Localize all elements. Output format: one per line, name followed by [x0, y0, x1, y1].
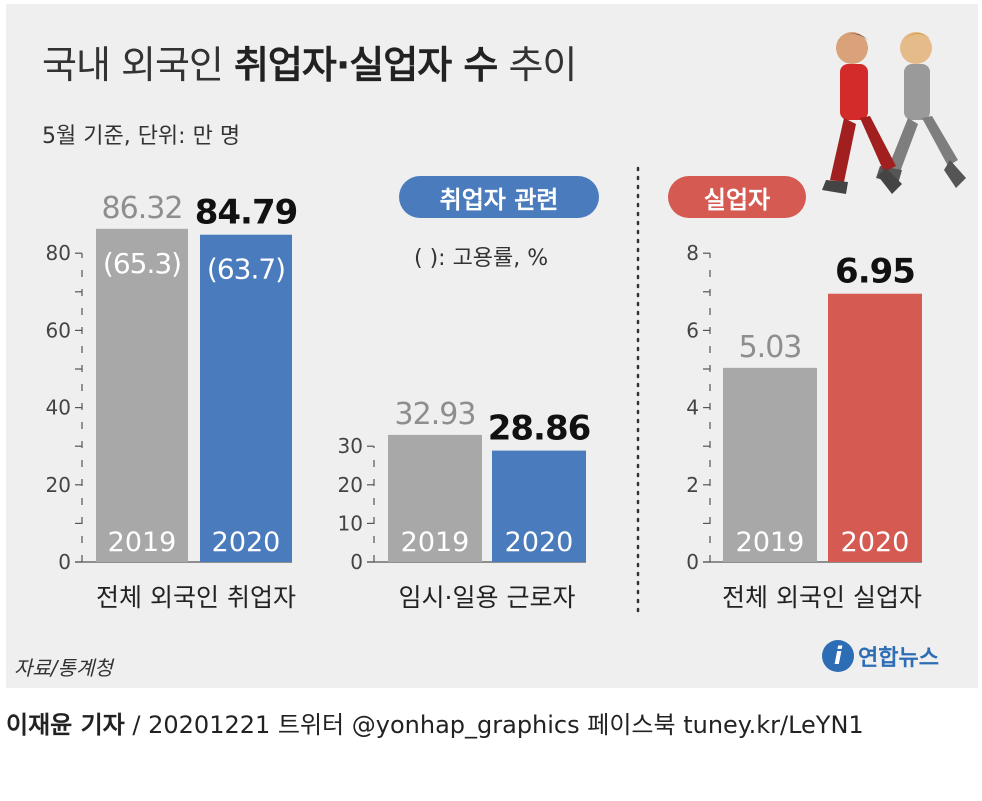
walking-people-illustration	[822, 32, 966, 194]
bar-category-label: 2020	[212, 527, 281, 558]
bar-2020	[828, 293, 922, 562]
y-tick-label: 0	[58, 550, 71, 574]
y-tick-label: 80	[46, 241, 71, 265]
credit-details: / 20201221 트위터 @yonhap_graphics 페이스북 tun…	[124, 711, 864, 739]
y-tick-label: 40	[46, 396, 71, 420]
subtitle: 5월 기준, 단위: 만 명	[42, 124, 241, 149]
unemployed-badge: 실업자	[668, 176, 806, 218]
logo-mark-icon: i	[822, 640, 854, 672]
bar-value-label: 6.95	[835, 252, 915, 292]
y-tick-label: 30	[338, 434, 363, 458]
yonhap-logo: i 연합뉴스	[822, 640, 939, 672]
employment-rate-note: ( ): 고용률, %	[414, 246, 549, 271]
y-tick-label: 20	[46, 473, 71, 497]
axes-layer: 0 20 40 60 80 0 10 20 30 0 2 4 6 8	[46, 241, 922, 574]
y-tick-label: 10	[338, 511, 363, 535]
y-tick-label: 20	[338, 473, 363, 497]
bars-layer	[96, 228, 922, 562]
bar-category-label: 2019	[401, 527, 470, 558]
bar-category-label: 2020	[505, 527, 574, 558]
title-part-1: 국내 외국인	[42, 43, 234, 87]
bar-category-label: 2019	[108, 527, 177, 558]
walker-red	[822, 32, 902, 194]
labels-layer: 전체 외국인 취업자201986.32(65.3)202084.79(63.7)…	[96, 191, 922, 612]
y-tick-label: 2	[686, 473, 699, 497]
y-tick-label: 60	[46, 318, 71, 342]
y-tick-label: 6	[686, 318, 699, 342]
x-axis-label: 임시·일용 근로자	[399, 583, 576, 612]
x-axis-label: 전체 외국인 실업자	[722, 583, 922, 612]
employment-rate-label: (65.3)	[103, 247, 181, 280]
employment-rate-label: (63.7)	[207, 253, 285, 286]
y-tick-label: 8	[686, 241, 699, 265]
bar-2019	[96, 228, 188, 562]
bar-value-label: 5.03	[739, 330, 802, 365]
bar-value-label: 28.86	[488, 409, 591, 449]
page-title: 국내 외국인 취업자·실업자 수 추이	[42, 34, 577, 89]
credit-line: 이재윤 기자 / 20201221 트위터 @yonhap_graphics 페…	[6, 705, 864, 740]
source-note: 자료/통계청	[14, 656, 113, 680]
title-part-bold: 취업자·실업자 수	[233, 43, 498, 87]
y-tick-label: 0	[686, 550, 699, 574]
bar-2019	[723, 367, 817, 562]
credit-author: 이재윤 기자	[6, 711, 125, 739]
title-part-2: 추이	[497, 43, 577, 87]
employed-related-badge: 취업자 관련	[399, 176, 599, 218]
y-tick-label: 0	[350, 550, 363, 574]
bar-value-label: 32.93	[395, 397, 476, 432]
bar-value-label: 84.79	[195, 193, 298, 233]
bar-value-label: 86.32	[102, 191, 183, 226]
logo-text: 연합뉴스	[858, 646, 939, 671]
bar-category-label: 2019	[736, 527, 805, 558]
x-axis-label: 전체 외국인 취업자	[96, 583, 296, 612]
bar-2020	[492, 450, 586, 562]
bar-2019	[388, 434, 482, 562]
bar-category-label: 2020	[841, 527, 910, 558]
y-tick-label: 4	[686, 396, 699, 420]
bar-2020	[200, 234, 292, 562]
